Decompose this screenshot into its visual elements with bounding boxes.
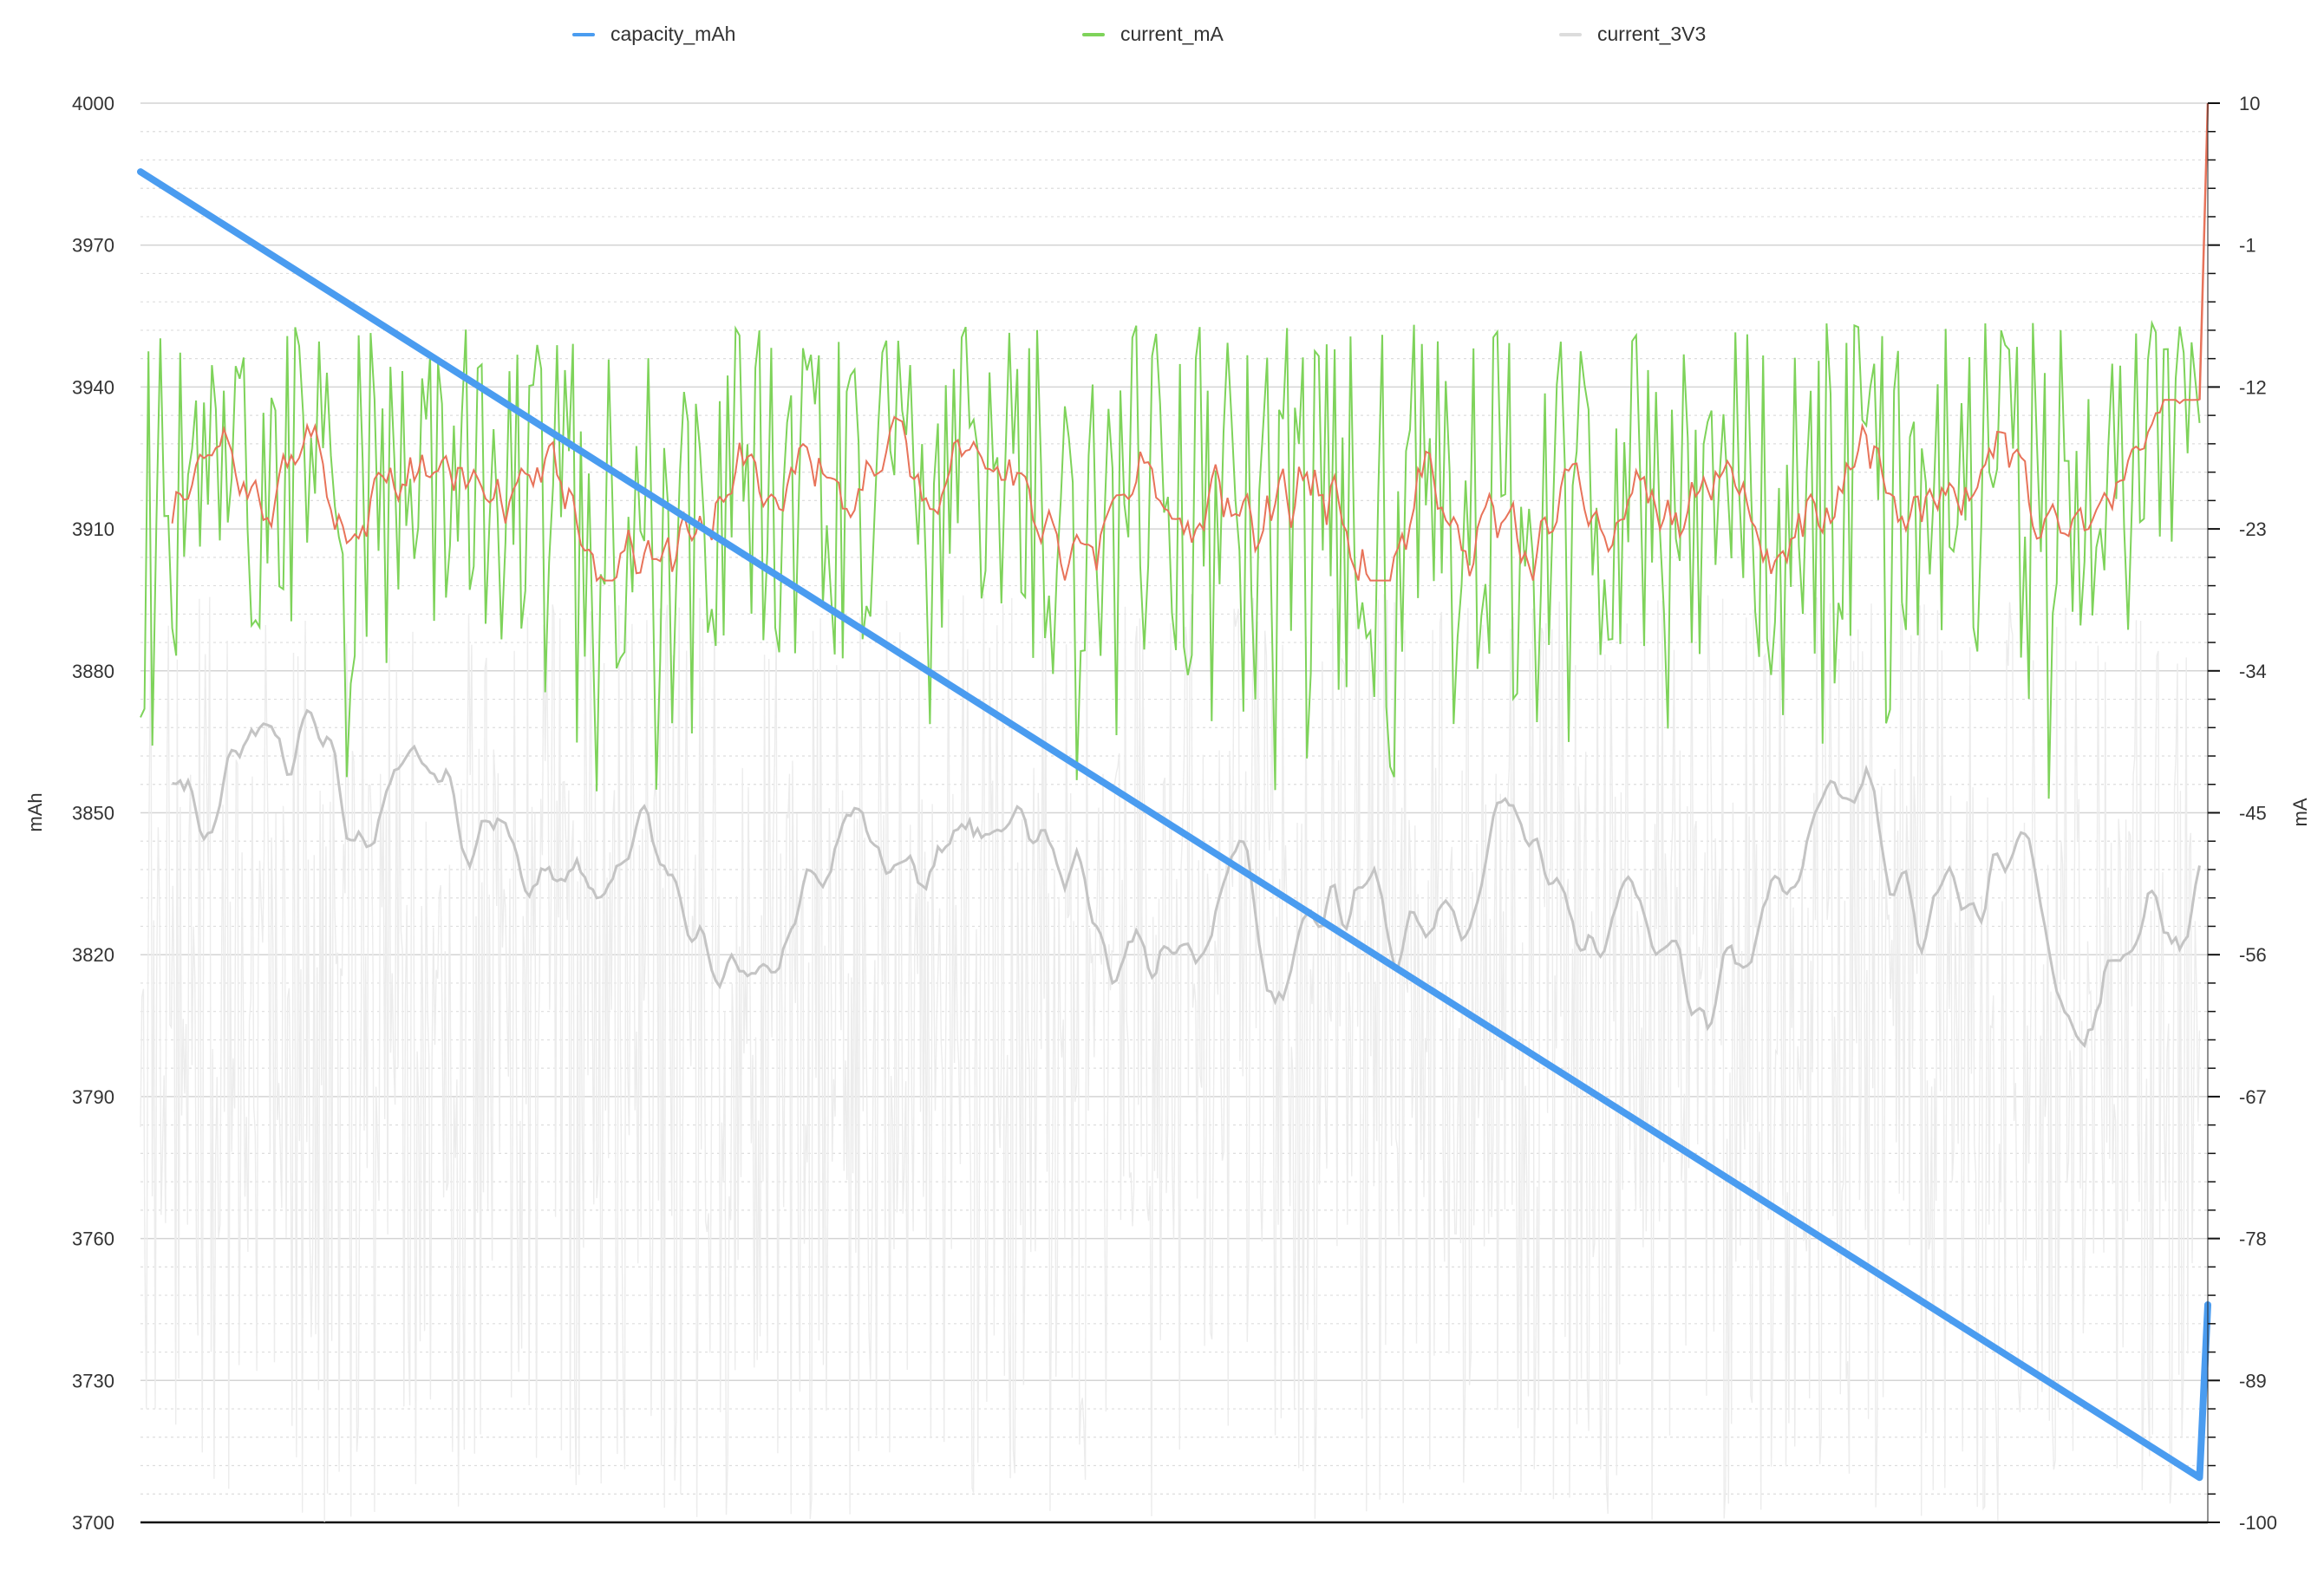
y-left-tick-label: 3760 [72, 1228, 114, 1250]
legend-swatch-capacity [572, 32, 595, 36]
y-right-tick-label: -45 [2239, 803, 2267, 824]
y-left-tick-label: 3970 [72, 235, 114, 257]
y-left-tick-label: 3700 [72, 1512, 114, 1534]
series-line-gray [172, 708, 2201, 1048]
y-left-tick-label: 3850 [72, 803, 114, 824]
series-line-moving-average-end [2198, 102, 2210, 401]
y-right-tick-label: -56 [2239, 944, 2267, 966]
y-right-tick-label: -12 [2239, 376, 2267, 398]
y-right-tick-label: 10 [2239, 93, 2260, 114]
axis-layer: 4000 3970 3940 3910 3880 3850 3820 3790 3760 3730… [72, 93, 2277, 1534]
y-right-tick-label: -23 [2239, 518, 2267, 540]
chart-legend: capacity_mAh current_mA current_3V3 [0, 23, 2324, 49]
legend-item-current[interactable]: current_mA [1082, 23, 1224, 46]
series-line-moving-average [171, 399, 2200, 583]
y-left-tick-label: 3790 [72, 1086, 114, 1108]
legend-label-current: current_mA [1120, 23, 1224, 45]
y-right-tick-label: -89 [2239, 1370, 2267, 1391]
y-left-tick-label: 3940 [72, 376, 114, 398]
y-left-tick-label: 3730 [72, 1370, 114, 1391]
legend-label-current-3v3: current_3V3 [1597, 23, 1707, 45]
series-line-current-3v3 [140, 594, 2201, 1522]
grid-layer [140, 102, 2208, 1524]
y-right-tick-label: -1 [2239, 235, 2256, 257]
y-left-tick-label: 3910 [72, 518, 114, 540]
legend-item-capacity[interactable]: capacity_mAh [572, 23, 735, 46]
legend-item-current-3v3[interactable]: current_3V3 [1559, 23, 1706, 46]
y-left-tick-label: 3820 [72, 944, 114, 966]
legend-label-capacity: capacity_mAh [610, 23, 736, 45]
y-left-axis-title: mAh [24, 792, 46, 831]
y-left-tick-label: 3880 [72, 661, 114, 682]
y-left-tick-label: 4000 [72, 93, 114, 114]
legend-swatch-current-3v3 [1559, 32, 1582, 36]
y-right-axis-title: mA [2289, 798, 2311, 826]
series-line-capacity [137, 168, 2211, 1482]
y-right-tick-label: -78 [2239, 1228, 2267, 1250]
legend-swatch-current [1082, 32, 1105, 36]
y-right-tick-label: -34 [2239, 661, 2267, 682]
y-right-tick-label: -100 [2239, 1512, 2277, 1534]
series-layer [137, 102, 2211, 1522]
y-right-tick-label: -67 [2239, 1086, 2267, 1108]
